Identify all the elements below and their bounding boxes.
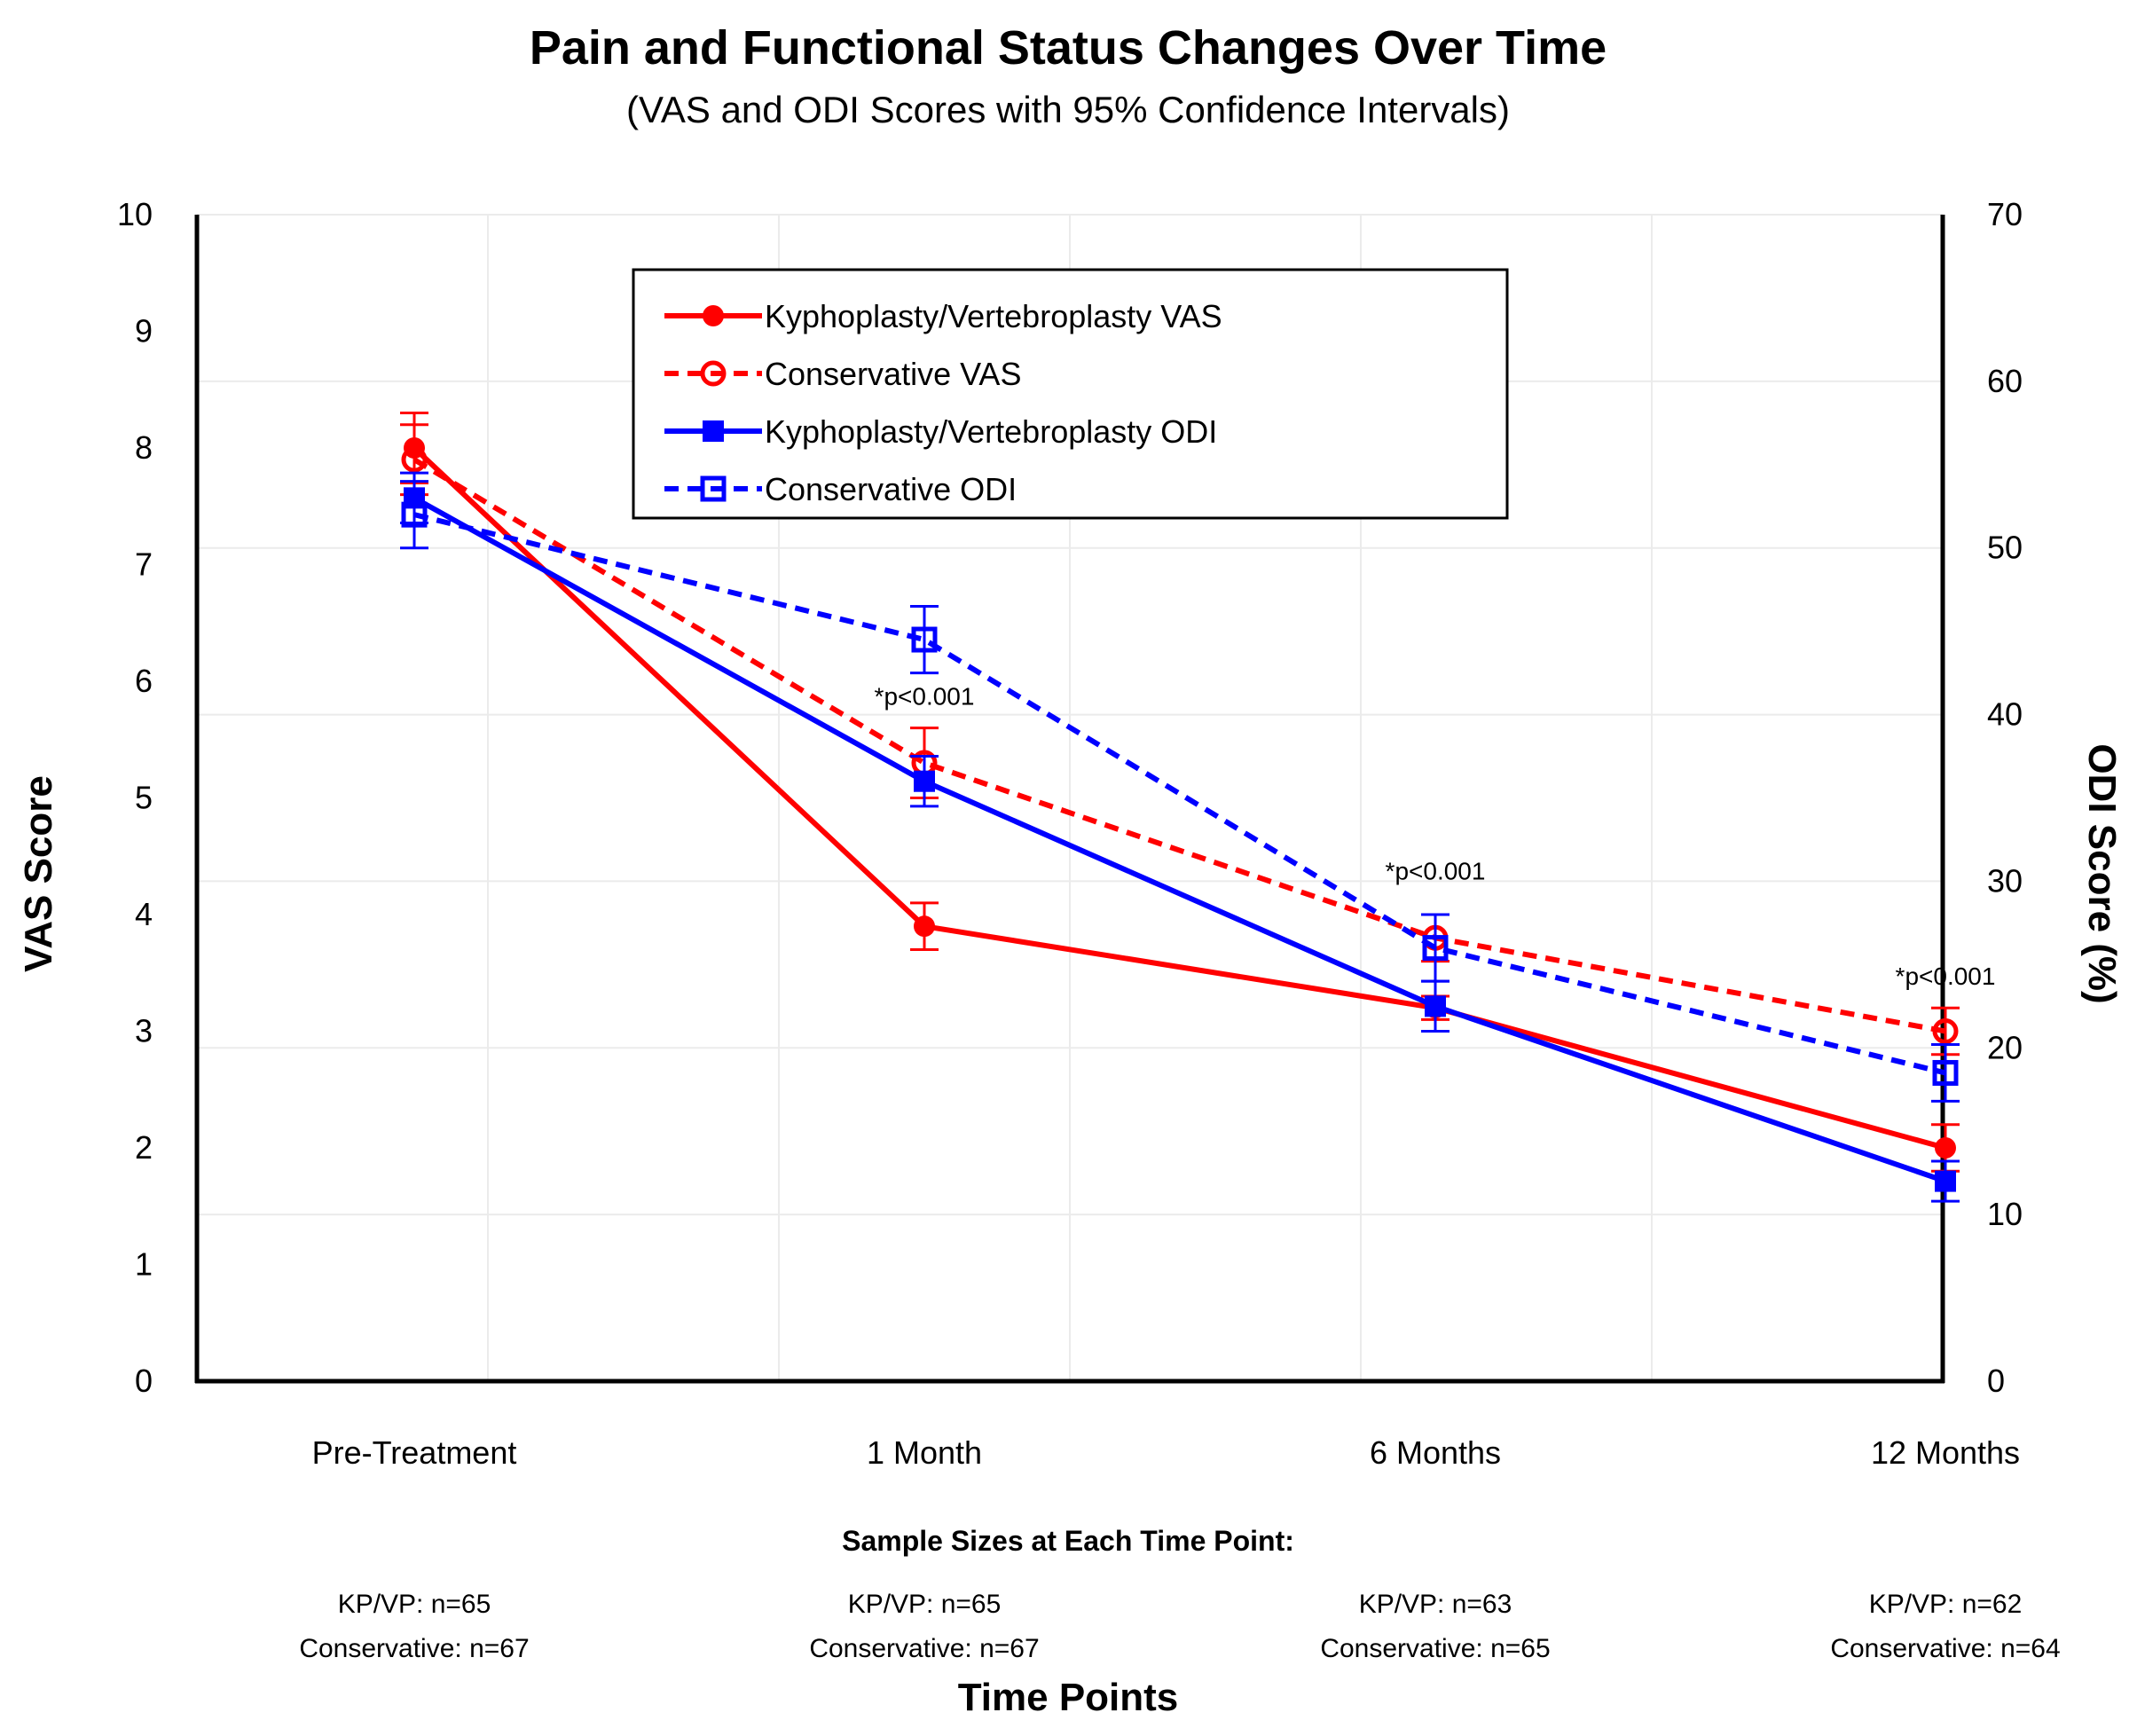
data-point-3-0 (401, 501, 428, 528)
legend-marker-2 (703, 420, 724, 442)
y-tick-label-right-7: 70 (1987, 196, 2023, 232)
x-tick-label-3: 12 Months (1871, 1434, 2020, 1471)
y-tick-label-left-5: 5 (135, 780, 153, 816)
y-tick-label-right-3: 30 (1987, 862, 2023, 899)
data-point-0-1 (914, 915, 935, 938)
y-tick-label-left-4: 4 (135, 896, 153, 932)
y-tick-label-right-1: 10 (1987, 1196, 2023, 1232)
y-tick-label-right-0: 0 (1987, 1363, 2005, 1399)
y-axis-label: VAS Score (17, 775, 60, 972)
p-value-annotation-1: *p<0.001 (1386, 858, 1486, 885)
y-tick-label-left-6: 6 (135, 663, 153, 699)
y-tick-label-left-2: 2 (135, 1129, 153, 1166)
series-0 (400, 412, 1960, 1173)
legend-label-0: Kyphoplasty/Vertebroplasty VAS (765, 298, 1222, 334)
sample-sizes-heading: Sample Sizes at Each Time Point: (842, 1525, 1294, 1557)
p-value-annotation-2: *p<0.001 (1896, 962, 1996, 990)
axes-layer: 0 1 2 3 4 5 6 7 8 9 10 0 10 20 30 40 50 60 70 Pre-Treatment… (117, 196, 2023, 1471)
sample-size-kp-1: KP/VP: n=65 (848, 1590, 1002, 1619)
y-tick-label-left-7: 7 (135, 546, 153, 583)
sample-size-kp-3: KP/VP: n=62 (1869, 1590, 2023, 1619)
x-axis-label: Time Points (958, 1676, 1179, 1719)
y-tick-label-left-0: 0 (135, 1363, 153, 1399)
sample-size-conservative-2: Conservative: n=65 (1320, 1634, 1550, 1663)
legend-label-2: Kyphoplasty/Vertebroplasty ODI (765, 413, 1217, 450)
x-tick-label-1: 1 Month (867, 1434, 982, 1471)
annotation-layer: *p<0.001 *p<0.001 *p<0.001 (875, 682, 1996, 990)
legend-marker-3 (700, 475, 727, 502)
y-tick-label-right-2: 20 (1987, 1029, 2023, 1065)
series-line-3 (413, 512, 1946, 1076)
series-2 (400, 471, 1960, 1203)
y-tick-label-left-8: 8 (135, 429, 153, 466)
data-point-0-3 (1935, 1137, 1956, 1159)
data-point-1-3 (1932, 1018, 1959, 1044)
y-tick-label-left-3: 3 (135, 1013, 153, 1049)
series-3 (400, 480, 1960, 1103)
p-value-annotation-0: *p<0.001 (875, 682, 975, 710)
chart-title: Pain and Functional Status Changes Over … (530, 21, 1607, 75)
series-line-2 (412, 495, 1946, 1184)
sample-size-kp-2: KP/VP: n=63 (1359, 1590, 1512, 1619)
data-point-2-2 (1425, 995, 1446, 1017)
legend-label-3: Conservative ODI (765, 471, 1017, 507)
chart-subtitle: (VAS and ODI Scores with 95% Confidence … (626, 89, 1510, 130)
data-point-1-0 (401, 446, 428, 473)
sample-size-conservative-0: Conservative: n=67 (299, 1634, 529, 1663)
y-tick-label-right-5: 50 (1987, 530, 2023, 566)
series-layer (400, 412, 1960, 1203)
y-axis-label-right: ODI Score (%) (2080, 743, 2124, 1003)
sample-size-conservative-1: Conservative: n=67 (809, 1634, 1039, 1663)
series-line-0 (412, 445, 1946, 1151)
data-point-2-1 (914, 770, 935, 792)
data-point-2-3 (1935, 1170, 1956, 1192)
sample-sizes: KP/VP: n=65 Conservative: n=67 KP/VP: n=65… (299, 1590, 2060, 1663)
legend: Kyphoplasty/Vertebroplasty VAS Conservati… (632, 268, 1509, 520)
sample-size-kp-0: KP/VP: n=65 (338, 1590, 491, 1619)
y-tick-label-right-6: 60 (1987, 363, 2023, 399)
legend-marker-0 (703, 305, 724, 326)
legend-marker-1 (700, 360, 727, 387)
y-tick-label-left-1: 1 (135, 1246, 153, 1283)
legend-box (632, 268, 1509, 520)
data-point-3-3 (1932, 1059, 1959, 1086)
y-tick-label-left-10: 10 (117, 196, 153, 232)
y-tick-label-left-9: 9 (135, 313, 153, 350)
sample-size-conservative-3: Conservative: n=64 (1830, 1634, 2060, 1663)
data-point-3-1 (911, 626, 938, 653)
x-tick-label-2: 6 Months (1370, 1434, 1501, 1471)
y-tick-label-right-4: 40 (1987, 696, 2023, 733)
data-point-3-2 (1422, 935, 1449, 962)
x-tick-label-0: Pre-Treatment (312, 1434, 517, 1471)
legend-label-1: Conservative VAS (765, 356, 1021, 392)
series-line-1 (412, 457, 1946, 1034)
